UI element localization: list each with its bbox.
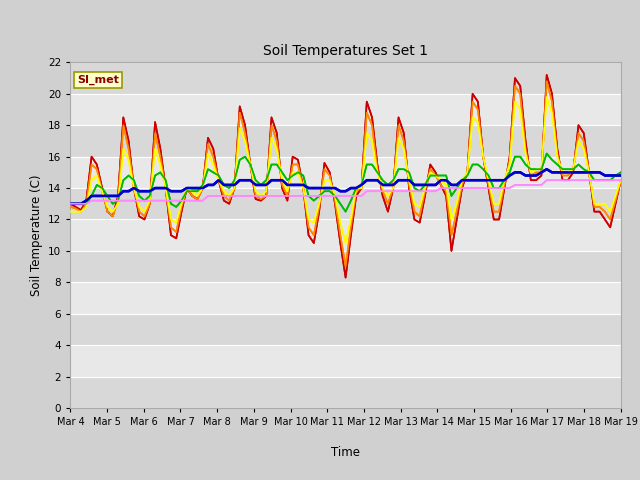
Bar	[70, 94, 621, 125]
Text: SI_met: SI_met	[77, 74, 119, 85]
X-axis label: Time: Time	[331, 446, 360, 459]
Bar	[70, 345, 621, 377]
Bar	[70, 314, 621, 345]
Bar	[70, 156, 621, 188]
Bar	[70, 377, 621, 408]
Bar	[70, 188, 621, 219]
Bar	[70, 125, 621, 156]
Bar	[70, 251, 621, 282]
Y-axis label: Soil Temperature (C): Soil Temperature (C)	[29, 174, 43, 296]
Bar	[70, 62, 621, 94]
Title: Soil Temperatures Set 1: Soil Temperatures Set 1	[263, 45, 428, 59]
Bar	[70, 282, 621, 314]
Bar	[70, 219, 621, 251]
